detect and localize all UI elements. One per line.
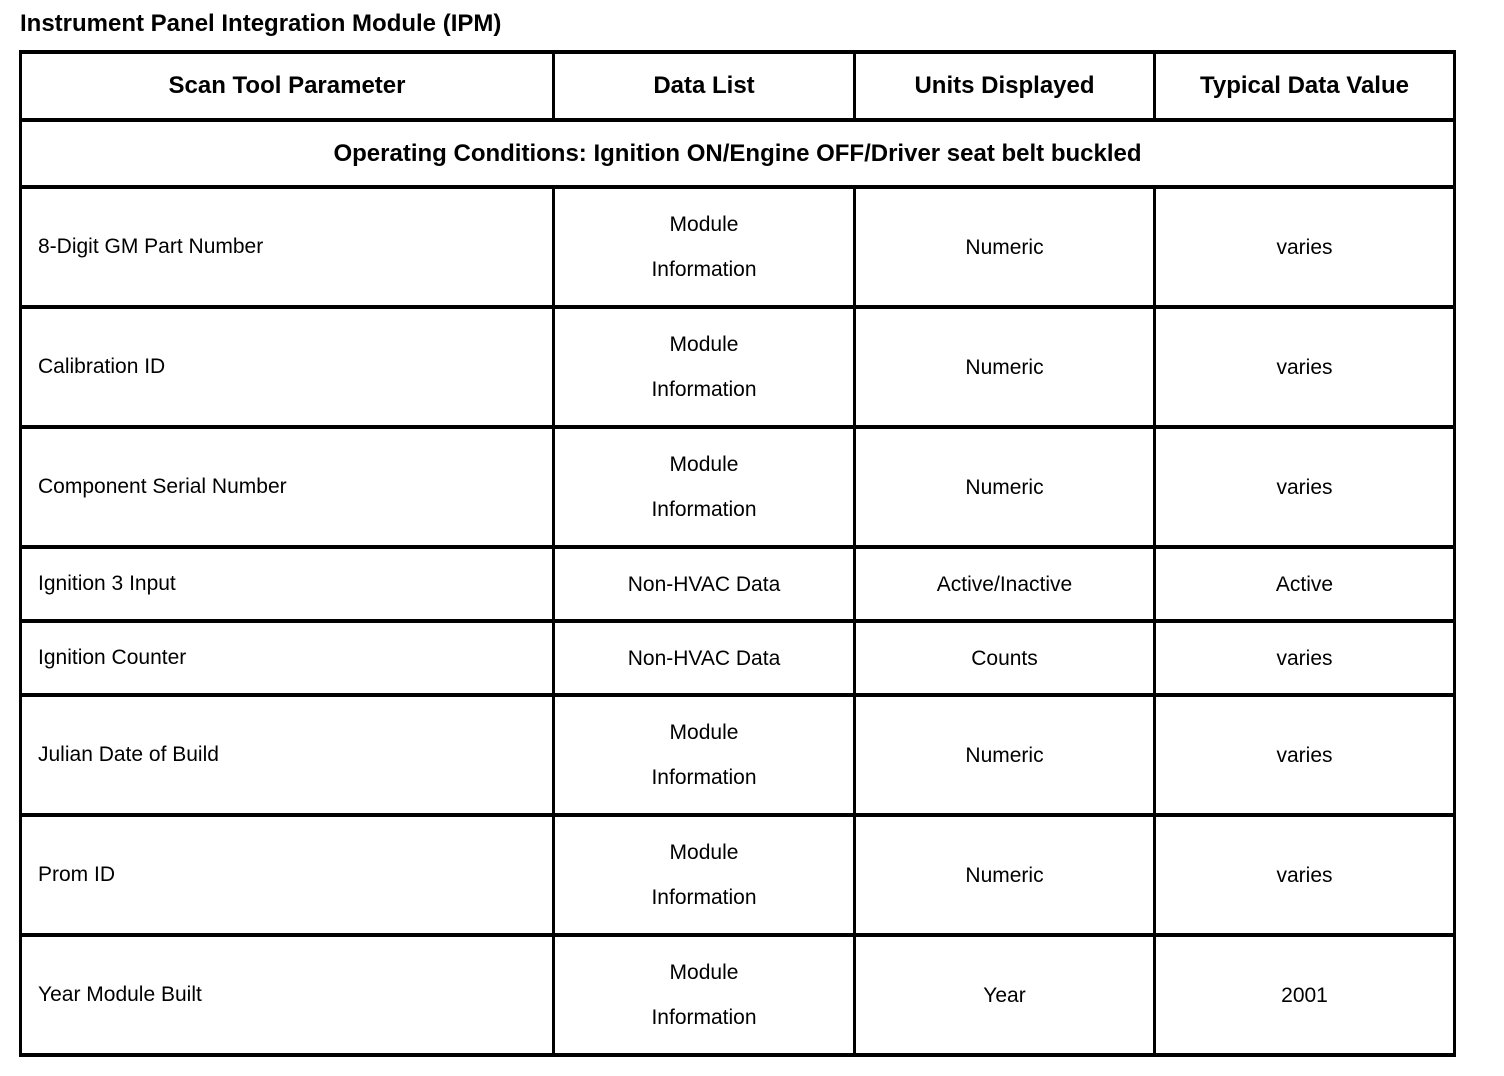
table-row: 8-Digit GM Part Number Module Informatio… [19,185,1456,309]
parameter-cell: Julian Date of Build [19,693,555,817]
operating-conditions-row: Operating Conditions: Ignition ON/Engine… [19,118,1456,189]
header-units-displayed: Units Displayed [853,50,1156,122]
value-cell: varies [1153,813,1456,937]
value-cell: varies [1153,693,1456,817]
data-list-cell: Module Information [552,813,856,937]
header-data-list: Data List [552,50,856,122]
value-cell: varies [1153,425,1456,549]
data-list-cell: Module Information [552,185,856,309]
table-body: Operating Conditions: Ignition ON/Engine… [19,118,1456,1057]
table-row: Calibration ID Module Information Numeri… [19,305,1456,429]
value-cell: Active [1153,545,1456,623]
header-scan-tool-parameter: Scan Tool Parameter [19,50,555,122]
units-cell: Numeric [853,813,1156,937]
page-title: Instrument Panel Integration Module (IPM… [20,10,502,37]
table-row: Julian Date of Build Module Information … [19,693,1456,817]
parameter-cell: 8-Digit GM Part Number [19,185,555,309]
table-row: Prom ID Module Information Numeric varie… [19,813,1456,937]
units-cell: Numeric [853,185,1156,309]
parameter-cell: Year Module Built [19,933,555,1057]
ipm-scan-data-table: Scan Tool Parameter Data List Units Disp… [19,50,1456,1057]
data-list-cell: Non-HVAC Data [552,619,856,697]
table-row: Ignition 3 Input Non-HVAC Data Active/In… [19,545,1456,623]
header-row: Scan Tool Parameter Data List Units Disp… [19,50,1456,122]
value-cell: varies [1153,619,1456,697]
data-list-cell: Module Information [552,425,856,549]
units-cell: Numeric [853,425,1156,549]
table-row: Year Module Built Module Information Yea… [19,933,1456,1057]
parameter-cell: Prom ID [19,813,555,937]
parameter-cell: Ignition 3 Input [19,545,555,623]
table-row: Ignition Counter Non-HVAC Data Counts va… [19,619,1456,697]
value-cell: varies [1153,185,1456,309]
data-list-cell: Module Information [552,305,856,429]
operating-conditions-cell: Operating Conditions: Ignition ON/Engine… [19,118,1456,189]
units-cell: Year [853,933,1156,1057]
data-list-cell: Module Information [552,933,856,1057]
data-list-cell: Non-HVAC Data [552,545,856,623]
parameter-cell: Calibration ID [19,305,555,429]
parameter-cell: Ignition Counter [19,619,555,697]
value-cell: varies [1153,305,1456,429]
value-cell: 2001 [1153,933,1456,1057]
units-cell: Active/Inactive [853,545,1156,623]
units-cell: Numeric [853,305,1156,429]
parameter-cell: Component Serial Number [19,425,555,549]
header-typical-data-value: Typical Data Value [1153,50,1456,122]
table-row: Component Serial Number Module Informati… [19,425,1456,549]
units-cell: Numeric [853,693,1156,817]
units-cell: Counts [853,619,1156,697]
data-list-cell: Module Information [552,693,856,817]
